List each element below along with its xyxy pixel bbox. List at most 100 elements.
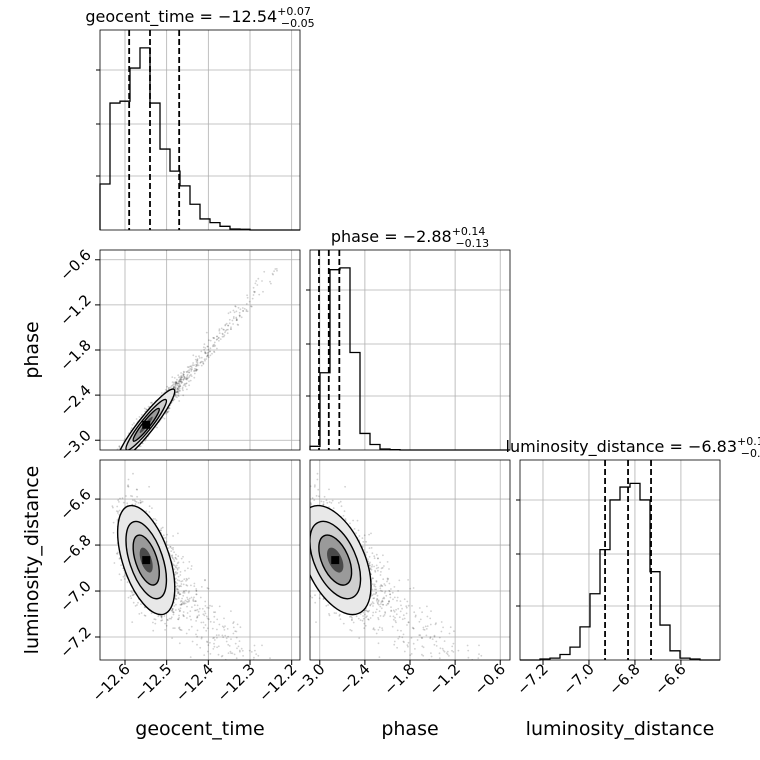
sample-point [164, 388, 167, 391]
sample-point [227, 312, 230, 315]
sample-point [180, 380, 183, 382]
sample-point [125, 451, 127, 453]
sample-point [134, 500, 137, 503]
sample-point [172, 627, 175, 629]
sample-point [213, 345, 215, 348]
sample-point [173, 381, 176, 384]
sample-point [257, 654, 260, 657]
sample-point [269, 280, 271, 283]
sample-point [218, 329, 221, 332]
sample-point [221, 333, 224, 336]
sample-point [196, 359, 199, 362]
sample-point [178, 387, 181, 390]
sample-point [170, 385, 173, 387]
sample-point [206, 355, 209, 357]
sample-point [189, 379, 192, 382]
sample-point [245, 308, 248, 311]
sample-point [185, 378, 187, 381]
sample-point [183, 375, 186, 378]
sample-point [174, 387, 177, 389]
sample-point [199, 361, 202, 364]
sample-point [227, 643, 230, 646]
sample-point [187, 366, 190, 369]
sample-point [174, 395, 177, 398]
sample-point [126, 453, 128, 455]
sample-point [270, 282, 272, 285]
sample-point [113, 562, 116, 564]
sample-point [246, 296, 249, 299]
sample-point [180, 583, 183, 585]
sample-point [181, 376, 184, 378]
sample-point [253, 290, 255, 293]
sample-point [131, 452, 133, 454]
sample-point [188, 384, 191, 387]
sample-point [199, 596, 202, 599]
sample-point [123, 452, 125, 454]
sample-point [180, 374, 183, 377]
sample-point [171, 554, 174, 557]
sample-point [232, 309, 235, 312]
sample-point [211, 345, 214, 348]
sample-point [179, 380, 182, 383]
sample-point [232, 323, 235, 325]
panel-content [116, 246, 300, 465]
sample-point [193, 364, 195, 367]
sample-point [216, 335, 219, 338]
sample-point [117, 457, 119, 459]
sample-point [183, 590, 186, 593]
sample-point [173, 564, 176, 567]
panel-content [111, 472, 271, 660]
sample-point [227, 328, 229, 331]
sample-point [131, 423, 134, 426]
sample-point [178, 380, 181, 383]
sample-point [124, 451, 126, 453]
sample-point [217, 336, 220, 339]
sample-point [174, 394, 177, 397]
sample-point [240, 316, 243, 319]
sample-point [183, 377, 186, 379]
sample-point [204, 352, 207, 355]
sample-point [164, 622, 167, 625]
sample-point [195, 368, 198, 370]
sample-point [238, 314, 241, 317]
sample-point [196, 364, 198, 367]
title-lower-error: −0.13 [455, 237, 489, 250]
sample-point [124, 452, 126, 454]
sample-point [185, 600, 188, 603]
sample-point [192, 354, 195, 357]
sample-point [171, 381, 174, 383]
sample-point [204, 359, 206, 362]
sample-point [176, 387, 179, 390]
sample-point [160, 615, 163, 617]
sample-point [168, 617, 171, 620]
sample-point [213, 350, 215, 353]
sample-point [173, 568, 176, 571]
sample-point [125, 451, 127, 453]
sample-point [251, 297, 254, 300]
sample-point [202, 346, 205, 349]
sample-point [195, 361, 198, 363]
sample-point [124, 455, 126, 457]
sample-point [298, 246, 300, 248]
sample-point [129, 595, 132, 597]
sample-point [173, 386, 175, 388]
sample-point [211, 605, 213, 608]
sample-point [242, 310, 245, 312]
sample-point [179, 384, 181, 387]
sample-point [202, 363, 205, 365]
sample-point [184, 385, 187, 388]
sample-point [218, 623, 221, 626]
sample-point [207, 644, 210, 646]
sample-point [127, 596, 130, 599]
sample-point [130, 597, 133, 600]
sample-point [195, 355, 197, 358]
sample-point [150, 401, 152, 404]
sample-point [177, 588, 180, 591]
scatter-panel-geocent_time-vs-luminosity_distance [99, 459, 301, 661]
sample-point [116, 463, 118, 465]
sample-point [172, 385, 175, 388]
sample-point [224, 329, 227, 332]
sample-point [178, 627, 180, 629]
sample-point [112, 531, 115, 534]
sample-point [127, 453, 129, 455]
